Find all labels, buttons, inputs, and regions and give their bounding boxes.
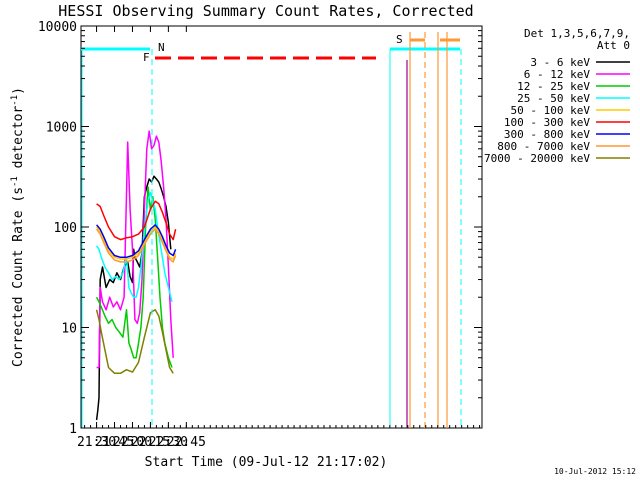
flag-s-label: S: [396, 33, 403, 46]
y-tick-label-2: 100: [54, 221, 77, 236]
series-line-7: [95, 228, 177, 263]
series-line-8: [95, 309, 174, 375]
flag-n-label: N: [158, 41, 165, 54]
timestamp: 10-Jul-2012 15:12: [554, 467, 636, 476]
plot-frame: [80, 25, 483, 429]
legend-label-6: 300 - 800 keV: [504, 128, 590, 141]
legend-header-line1: Det 1,3,5,6,7,9,: [524, 27, 630, 40]
y-axis-label-end: ): [11, 87, 26, 95]
y-tick-label-4: 10000: [38, 20, 77, 35]
x-tick-label-5: 22:45: [167, 435, 206, 450]
x-tick-label-0: 21:30: [77, 435, 116, 450]
y-axis-label-mid: detector: [11, 106, 26, 177]
series-line-6: [96, 224, 177, 259]
series-line-1: [96, 130, 174, 369]
flag-f-label: F: [143, 51, 150, 64]
y-axis-label-sup2: -1: [10, 95, 20, 106]
legend-label-0: 3 - 6 keV: [530, 56, 590, 69]
x-tick-label-4: 22:30: [149, 435, 188, 450]
flags-layer: NF S: [81, 32, 462, 428]
chart-title: HESSI Observing Summary Count Rates, Cor…: [58, 2, 473, 20]
y-axis-label: Corrected Count Rate (s-1 detector-1): [10, 87, 26, 367]
series-line-4: [96, 226, 177, 260]
series-layer: [95, 130, 177, 421]
y-tick-label-0: 1: [69, 422, 77, 437]
x-axis-label: Start Time (09-Jul-12 21:17:02): [145, 455, 388, 470]
legend-label-2: 12 - 25 keV: [517, 80, 590, 93]
series-line-5: [96, 200, 177, 241]
legend-label-5: 100 - 300 keV: [504, 116, 590, 129]
x-tick-label-2: 22:00: [113, 435, 152, 450]
y-tick-label-3: 1000: [46, 121, 77, 136]
legend-label-8: 7000 - 20000 keV: [484, 152, 590, 165]
series-line-2: [95, 186, 173, 368]
legend-label-1: 6 - 12 keV: [524, 68, 591, 81]
x-tick-label-1: 21:45: [95, 435, 134, 450]
legend-label-7: 800 - 7000 keV: [497, 140, 590, 153]
y-axis: 1 10 100 1000 10000: [38, 20, 482, 437]
y-tick-label-1: 10: [61, 322, 77, 337]
legend-label-4: 50 - 100 keV: [511, 104, 591, 117]
y-axis-label-base: Corrected Count Rate (s: [11, 187, 26, 367]
x-tick-label-3: 22:15: [131, 435, 170, 450]
legend-label-3: 25 - 50 keV: [517, 92, 590, 105]
legend-header-line2: Att 0: [597, 39, 630, 52]
y-axis-label-sup1: -1: [10, 176, 20, 187]
plot-area: [80, 25, 483, 429]
